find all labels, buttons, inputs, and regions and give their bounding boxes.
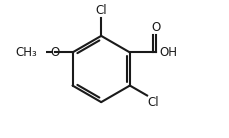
- Text: O: O: [50, 46, 59, 59]
- Text: Cl: Cl: [147, 96, 159, 109]
- Text: CH₃: CH₃: [16, 46, 37, 59]
- Text: OH: OH: [159, 46, 177, 59]
- Text: O: O: [151, 21, 160, 34]
- Text: Cl: Cl: [95, 4, 106, 17]
